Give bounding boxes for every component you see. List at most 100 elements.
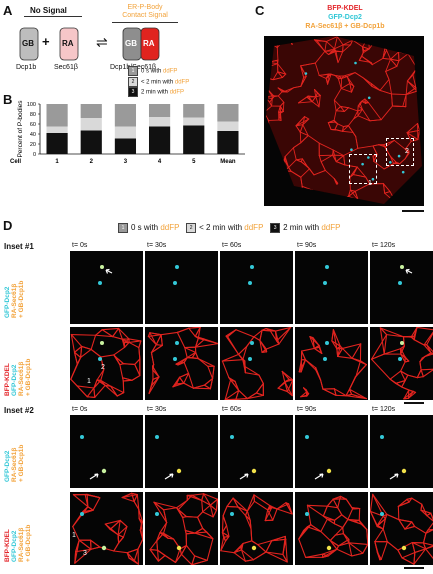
er-tubule [357,108,363,117]
er-tubule [238,345,248,355]
er-tubule [148,384,153,395]
er-tubule [194,343,218,348]
er-tubule [295,124,304,127]
er-tubule [314,89,317,98]
er-tubule [261,329,271,332]
er-tubule [349,189,356,192]
er-tubule [334,123,339,130]
er-tubule [389,155,395,164]
inset2-object-1: 1 [72,532,76,539]
x-tick-label: 1 [55,159,59,165]
er-tubule [257,544,267,553]
er-tubule [266,161,275,166]
bar-segment [148,117,171,127]
er-tubule [183,372,190,384]
inset2-object-3: 3 [83,550,87,557]
er-tubule [420,369,424,378]
er-tubule [398,36,417,53]
er-tubule [367,102,382,121]
er-tubule [349,82,352,93]
inset-tile [145,251,218,324]
er-tubule [299,131,309,136]
er-tubule [92,497,101,511]
er-tubule [333,119,339,125]
p-body-dot [325,341,329,345]
er-tubule [286,390,293,397]
er-tubule [184,347,188,359]
er-tubule [277,87,286,92]
er-tubule [221,531,230,538]
er-tubule [284,156,290,168]
er-tubule [404,148,410,154]
inset-tile [220,327,293,400]
er-tubule [178,372,190,378]
er-tubule [163,522,168,534]
er-tubule [278,111,284,113]
legend-swatch-0s: 1 [128,66,138,76]
er-tubule [233,542,244,554]
er-tubule [384,513,388,520]
er-tubule [285,502,293,515]
er-tubule [416,369,422,379]
er-tubule [417,129,421,141]
er-tubule [134,358,141,365]
er-tubule [284,37,292,43]
inset1-row1-label: GFP-Dcp2 RA-Sec61β + GB-Dcp1b [4,281,25,318]
y-tick-label: 40 [30,132,36,138]
er-tubule [101,327,120,331]
er-tubule [81,345,92,350]
er-tubule [235,329,255,338]
er-tubule [253,336,261,341]
p-body-dot [398,357,402,361]
er-tubule [175,382,185,385]
inset2-row2-ra: RA-Sec61β [18,527,25,562]
er-tubule [403,390,414,400]
er-tubule [276,188,284,194]
tile-image [380,435,407,480]
er-tubule [298,530,305,540]
er-tubule [370,510,378,528]
er-tubule [356,166,367,178]
p-body-dot [361,162,364,166]
er-tubule [300,176,303,187]
er-tubule [301,158,308,167]
er-tubule [325,40,335,50]
er-tubule [425,545,433,550]
bar-segment [148,104,171,117]
er-tubule [343,125,349,127]
er-tubule [342,130,354,133]
er-tubule [272,508,278,521]
contact-signal-line2: Contact Signal [122,12,168,19]
er-tubule [266,37,286,41]
er-tubule [332,149,345,156]
er-tubule [337,347,344,358]
legend-swatch-2min: 3 [128,87,138,98]
er-tubule [350,199,359,204]
er-tubule [249,519,252,530]
er-tubule [149,549,159,562]
er-tubule [332,328,338,350]
er-tubule [317,193,326,198]
er-tubule [266,161,275,171]
er-tubule [426,331,433,346]
er-tubule [264,507,273,522]
er-tubule [266,61,269,68]
er-tubule [386,541,399,551]
er-tubule [396,196,407,204]
er-tubule [209,498,218,506]
er-tubule [307,95,317,98]
er-tubule [357,145,374,149]
inset2-row1-gfp: GFP-Dcp2 [4,450,11,482]
inset-tile [370,251,433,324]
er-tubule [284,36,292,39]
bar-segment [80,130,102,154]
er-tubule [194,527,204,534]
er-tubule [416,376,424,379]
er-tubule [413,187,420,202]
er-tubule [194,327,201,337]
tile-image [371,327,433,400]
d-legend-swatch-2min: 3 [270,223,281,233]
er-tubule [276,327,292,342]
er-tubule [324,40,327,52]
